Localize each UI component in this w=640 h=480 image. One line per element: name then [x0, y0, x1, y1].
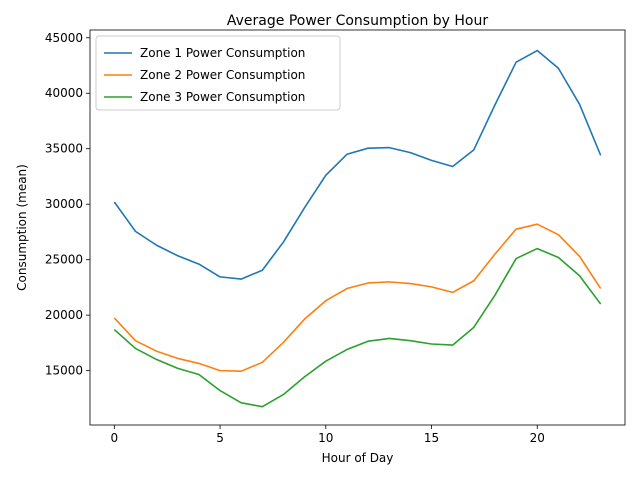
y-tick-label: 15000	[45, 364, 83, 378]
x-tick-label: 5	[216, 431, 224, 445]
x-tick-label: 0	[110, 431, 118, 445]
x-tick-label: 20	[530, 431, 545, 445]
y-tick-label: 35000	[45, 142, 83, 156]
series-line-zone-2	[113, 223, 602, 372]
plot-frame	[89, 29, 626, 426]
chart-title: Average Power Consumption by Hour	[227, 13, 488, 29]
x-tick-label: 10	[318, 431, 333, 445]
y-tick-label: 20000	[45, 308, 83, 322]
legend-entry-label: Zone 1 Power Consumption	[140, 46, 305, 60]
y-tick-label: 25000	[45, 253, 83, 267]
series-line-zone-3	[113, 247, 602, 408]
y-tick-label: 30000	[45, 197, 83, 211]
legend-box	[95, 35, 341, 111]
legend: Zone 1 Power Consumption Zone 2 Power Con…	[95, 35, 341, 111]
x-axis-ticks: 0 5 10 15 20	[110, 425, 545, 445]
y-tick-label: 45000	[45, 31, 83, 45]
series-lines	[113, 49, 602, 408]
y-axis-label: Consumption (mean)	[15, 164, 29, 291]
legend-entry-label: Zone 3 Power Consumption	[140, 90, 305, 104]
x-tick-label: 15	[424, 431, 439, 445]
legend-entry-label: Zone 2 Power Consumption	[140, 68, 305, 82]
y-tick-label: 40000	[45, 86, 83, 100]
y-axis-ticks: 15000 20000 25000 30000 35000 40000 45000	[45, 31, 90, 378]
series-line-zone-1	[113, 49, 602, 280]
x-axis-label: Hour of Day	[322, 451, 394, 465]
